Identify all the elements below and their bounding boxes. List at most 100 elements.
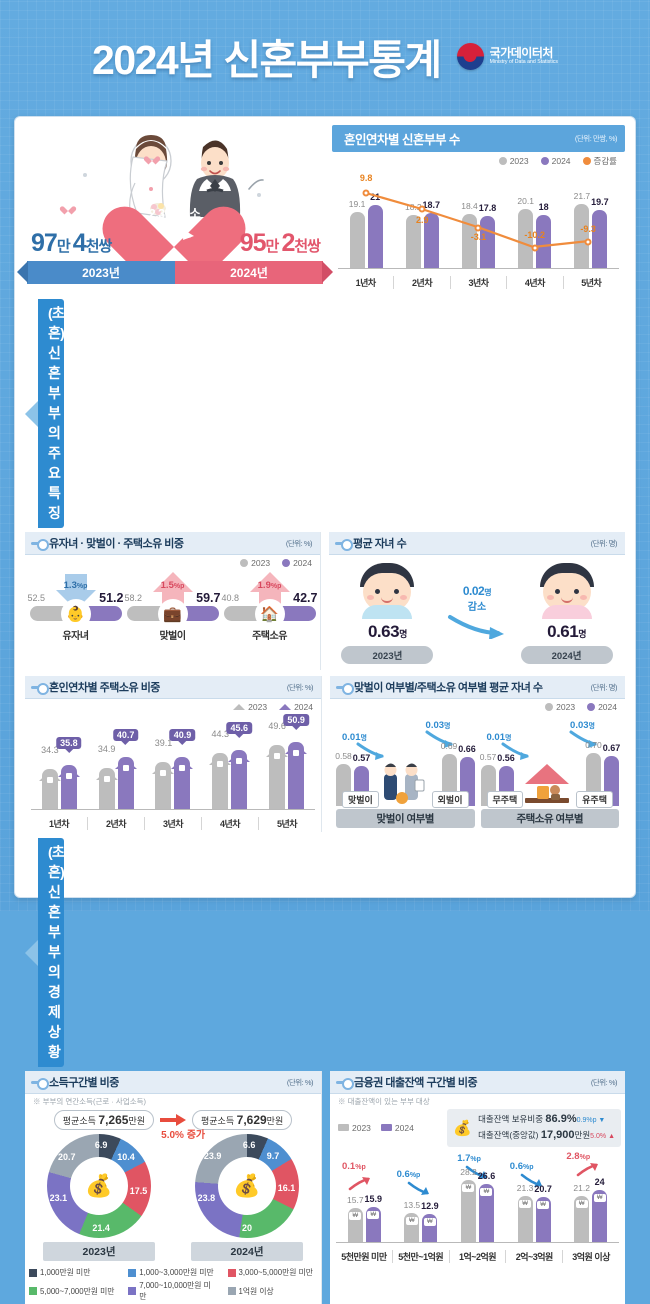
legend-item-2024: 2024	[282, 558, 312, 568]
legend-dot-icon	[545, 703, 554, 711]
bar-group: 1.7%p 28.2 ₩ 26.6 ₩	[449, 1153, 506, 1242]
bill-icon: ₩	[462, 1183, 475, 1192]
house-legend-icon	[233, 704, 246, 710]
subpanel-unit: (단위: 명)	[590, 538, 618, 548]
legend-item-2024: 2024	[279, 702, 313, 712]
metric-bar: 40.8 42.7 🏠	[222, 591, 318, 629]
loan-summary-badge: 💰 대출잔액 보유비중 86.9%0.9%p ▼ 대출잔액(중앙값) 17,90…	[447, 1109, 621, 1147]
child-2023: 0.63명 2023년	[335, 563, 440, 664]
loan-note: ※ 대출잔액이 있는 부부 대상	[338, 1097, 430, 1106]
subpanel-title: 맞벌이 여부별/주택소유 여부별 평균 자녀 수	[354, 682, 543, 694]
subheader-features: 유자녀 · 맞벌이 · 주택소유 비중 (단위: %)	[25, 532, 320, 555]
taegeuk-icon	[456, 42, 484, 70]
decor-heart-icon	[147, 153, 157, 162]
legend-dot-icon	[540, 157, 549, 165]
year-label-2024: 2024년	[191, 1242, 303, 1261]
panel-features: 유자녀 · 맞벌이 · 주택소유 비중 (단위: %) 2023 2024 1.…	[25, 532, 321, 670]
ribbon-label-2024: 2024년	[175, 261, 333, 284]
category-label: 5년차	[562, 276, 619, 289]
house-legend-icon	[279, 704, 292, 710]
panel-unit: (단위: 만쌍, %)	[574, 134, 618, 143]
avg-children-compare: 0.63명 2023년 0.02명 감소	[329, 555, 625, 670]
section-title: (초혼) 신혼부부의 경제상황	[38, 838, 65, 1067]
bar-group: 0.1%p 15.7 ₩ 15.9 ₩	[336, 1161, 393, 1242]
subpanel-title: 금융권 대출잔액 구간별 비중	[354, 1077, 478, 1089]
donut-2023: 💰 6.9 10.4 17.5 21.4 23.1 20.7 2023년	[34, 1134, 164, 1261]
child-2024: 0.61명 2024년	[514, 563, 619, 664]
bill-legend-icon	[380, 1124, 392, 1132]
section-banner-economy: (초혼) 신혼부부의 경제상황	[25, 838, 625, 1067]
subheader-loan: 금융권 대출잔액 구간별 비중 (단위: %)	[330, 1071, 625, 1094]
legend-swatch-icon	[227, 1287, 236, 1295]
panel-income: 소득구간별 비중 (단위: %) ※ 부부의 연간소득(근로 · 사업소득) 평…	[25, 1071, 322, 1304]
row-house-and-dual: 혼인연차별 주택소유 비중 (단위: %) 2023 2024 34.3 35.8…	[25, 676, 625, 832]
category-label: 5천만원 미만	[341, 1251, 387, 1262]
value-2024: 51.2	[99, 591, 124, 605]
bar-group: 20.1 18	[507, 196, 563, 268]
girl-face-icon	[539, 563, 594, 619]
label-home-owner: 유주택	[576, 791, 613, 808]
value-2024: 42.7	[293, 591, 318, 605]
decrease-arrow-icon	[356, 742, 384, 760]
bar-group: 0.6%p 13.5 ₩ 12.9 ₩	[393, 1169, 450, 1242]
legend-dot-icon	[282, 559, 291, 567]
agency-name-en: Ministry of Data and Statistics	[489, 58, 558, 65]
bar-group: 18.2 18.7	[394, 197, 450, 268]
legend-item-2023: 2023	[240, 558, 270, 568]
page-title: 2024년 신혼부부통계	[92, 37, 442, 83]
decrease-arrow-icon	[425, 730, 453, 748]
bullet-icon	[31, 539, 49, 551]
decrease-arrow-icon	[154, 224, 195, 240]
legend-item-growth: 증감률	[582, 155, 617, 167]
category-label: 1년차	[355, 278, 377, 288]
legend-dot-icon	[498, 157, 507, 165]
decor-heart-icon	[63, 203, 73, 212]
bill-icon: ₩	[349, 1211, 362, 1220]
bullet-icon	[335, 539, 353, 551]
income-note: ※ 부부의 연간소득(근로 · 사업소득)	[33, 1097, 147, 1106]
donut-chart-2024: 💰 6.6 9.7 16.1 20 23.8 23.9	[195, 1134, 299, 1238]
baby-icon: 👶	[60, 598, 91, 629]
panel-house-ownership: 혼인연차별 주택소유 비중 (단위: %) 2023 2024 34.3 35.8…	[25, 676, 322, 832]
legend-item-2023: 2023	[233, 702, 267, 712]
bill-icon: ₩	[480, 1187, 493, 1196]
legend-item-2023: 2023	[545, 702, 575, 712]
metric-dual-income: 1.5%p 58.2 59.7 💼 맞벌이	[125, 572, 221, 642]
legend-house: 2023 2024	[25, 699, 321, 712]
page-header: 2024년 신혼부부통계 국가데이터처 Ministry of Data and…	[0, 0, 650, 112]
subpanel-title: 혼인연차별 주택소유 비중	[49, 682, 160, 694]
infographic-page: 2024년 신혼부부통계 국가데이터처 Ministry of Data and…	[0, 0, 650, 911]
metric-label: 맞벌이	[159, 631, 186, 642]
group-home-ownership: 0.01명 0.03명 0.57 0.56 0.70 0.67	[480, 716, 620, 828]
row-overview: 2.3% 감소 97만 4천쌍 95만 2천쌍 2023년 2024년	[17, 125, 625, 293]
legend-item-2023: 2023	[498, 156, 529, 166]
couple-count-2023: 97만 4천쌍	[31, 229, 112, 257]
legend-item-2023: 2023	[338, 1123, 371, 1133]
label-dual-income: 맞벌이	[342, 791, 379, 808]
legend-item-2024: 2024	[380, 1123, 414, 1133]
bar-group: 21.7 19.7	[563, 191, 619, 268]
panel-loan: 금융권 대출잔액 구간별 비중 (단위: %) ※ 대출잔액이 있는 부부 대상…	[330, 1071, 625, 1304]
category-label: 4년차	[506, 276, 562, 289]
category-label: 2억~3억원	[505, 1249, 562, 1263]
delta-dual: 0.01명	[342, 732, 367, 743]
bill-icon: ₩	[367, 1210, 380, 1219]
category-label: 2년차	[393, 276, 449, 289]
line-point	[362, 189, 370, 197]
legend-swatch-icon	[29, 1268, 37, 1277]
decrease-rate-label: 2.3% 감소	[148, 207, 201, 221]
panel-couples-by-year: 혼인연차별 신혼부부 수 (단위: 만쌍, %) 2023 2024 증감률 1…	[331, 125, 625, 293]
house-icon: 🏠	[254, 598, 285, 629]
metric-bar: 58.2 59.7 💼	[125, 591, 221, 629]
legend-swatch-icon	[128, 1268, 137, 1277]
content-card: 2.3% 감소 97만 4천쌍 95만 2천쌍 2023년 2024년	[14, 116, 636, 1304]
metric-home-ownership: 1.9%p 40.8 42.7 🏠 주택소유	[222, 572, 318, 642]
value-2023: 58.2	[124, 593, 143, 603]
group-label-dual-income: 맞벌이 여부별	[336, 809, 475, 828]
label-no-home: 무주택	[486, 791, 524, 808]
bill-icon: ₩	[575, 1199, 588, 1208]
bill-icon: ₩	[537, 1200, 550, 1209]
year-ribbon: 2023년 2024년	[17, 261, 333, 284]
legend-item: 1,000~3,000만원 미만	[128, 1267, 217, 1278]
loan-holding-rate: 대출잔액 보유비중 86.9%0.9%p ▼	[478, 1113, 606, 1125]
